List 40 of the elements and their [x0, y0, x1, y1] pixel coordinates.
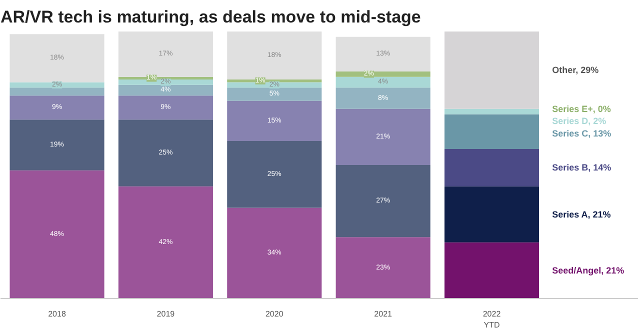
bar — [227, 88, 322, 101]
bar — [336, 36, 430, 72]
bar — [227, 208, 322, 298]
x-tick-label: 2022 YTD — [482, 310, 502, 330]
series-label: Seed/Angel, 21% — [552, 265, 624, 276]
bar — [227, 140, 322, 208]
bar — [10, 170, 104, 298]
bar — [10, 82, 104, 88]
series-label: Series D, 2% — [552, 116, 606, 126]
bar — [336, 108, 430, 165]
bar — [10, 96, 104, 120]
bar — [336, 165, 430, 238]
bar — [444, 148, 540, 186]
bar — [336, 72, 430, 77]
bar — [444, 242, 540, 298]
x-tick-label: 2020 — [265, 310, 284, 318]
series-label: Other, 29% — [552, 65, 599, 76]
bar — [118, 120, 213, 186]
bar — [10, 120, 104, 170]
x-tick-label: 2019 — [156, 310, 176, 318]
bar — [118, 84, 213, 96]
bar — [10, 34, 104, 82]
x-tick-label: 2018 — [48, 310, 66, 318]
series-label: Series B, 14% — [552, 162, 612, 173]
bar — [444, 114, 540, 149]
bar — [336, 237, 430, 298]
bar — [118, 186, 213, 298]
bar — [336, 76, 430, 88]
chart-title: AR/VR tech is maturing, as deals move to mid-stage — [0, 8, 421, 26]
series-label: Series A, 21% — [552, 209, 611, 220]
bar — [118, 96, 213, 120]
bar — [444, 186, 540, 242]
text: Series E+, 0% — [552, 104, 611, 114]
bar — [227, 100, 322, 141]
series-label: Series C, 13% — [552, 128, 612, 138]
bar — [336, 88, 430, 109]
bar — [10, 88, 104, 96]
bar — [444, 32, 540, 109]
x-tick-label: 2021 — [374, 310, 393, 318]
bar — [444, 108, 540, 114]
